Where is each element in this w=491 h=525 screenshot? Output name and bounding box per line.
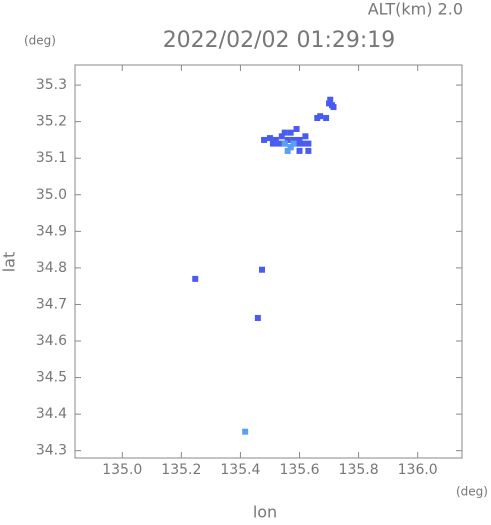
echo-point: [290, 140, 297, 147]
echo-point: [290, 136, 297, 143]
x-tick-label: 135.0: [102, 462, 142, 478]
plot-frame: [74, 64, 463, 459]
y-tick-label: 35.3: [36, 77, 67, 93]
echo-point: [261, 136, 268, 143]
x-unit: (deg): [456, 485, 488, 499]
x-tick-label: 135.6: [279, 462, 319, 478]
altitude-label: ALT(km) 2.0: [368, 0, 463, 19]
echo-point: [242, 428, 249, 435]
y-tick-label: 34.7: [36, 296, 67, 312]
y-tick-label: 34.5: [36, 370, 67, 386]
echo-point: [330, 104, 337, 111]
echo-point: [317, 113, 324, 120]
y-tick-label: 34.9: [36, 223, 67, 239]
y-axis-label: lat: [0, 252, 19, 273]
y-tick-label: 34.4: [36, 406, 67, 422]
echo-point: [323, 115, 330, 122]
echo-point: [302, 133, 309, 140]
echo-point: [305, 147, 312, 154]
echo-point: [192, 275, 199, 282]
chart-title: 2022/02/02 01:29:19: [163, 28, 396, 53]
x-tick-label: 136.0: [398, 462, 438, 478]
echo-point: [293, 125, 300, 132]
echo-point: [281, 129, 288, 136]
echo-point: [254, 314, 261, 321]
echo-point: [296, 136, 303, 143]
x-tick-label: 135.4: [220, 462, 260, 478]
y-tick-label: 35.1: [36, 150, 67, 166]
y-tick-label: 35.2: [36, 114, 67, 130]
y-tick-label: 34.8: [36, 260, 67, 276]
echo-point: [287, 144, 294, 151]
echo-point: [278, 133, 285, 140]
echo-point: [284, 136, 291, 143]
echo-point: [259, 266, 266, 273]
echo-point: [266, 135, 273, 142]
x-tick-label: 135.2: [161, 462, 201, 478]
x-axis-label: lon: [253, 503, 277, 522]
y-unit: (deg): [24, 34, 56, 48]
echo-point: [296, 147, 303, 154]
echo-point: [327, 96, 334, 103]
echo-point: [275, 140, 282, 147]
echo-point: [287, 129, 294, 136]
y-tick-label: 34.3: [36, 443, 67, 459]
y-tick-label: 35.0: [36, 187, 67, 203]
echo-point: [281, 140, 288, 147]
x-tick-label: 135.8: [339, 462, 379, 478]
y-tick-label: 34.6: [36, 333, 67, 349]
echo-point: [299, 140, 306, 147]
echo-point: [269, 140, 276, 147]
echo-point: [272, 136, 279, 143]
echo-point: [284, 147, 291, 154]
echo-point: [305, 140, 312, 147]
